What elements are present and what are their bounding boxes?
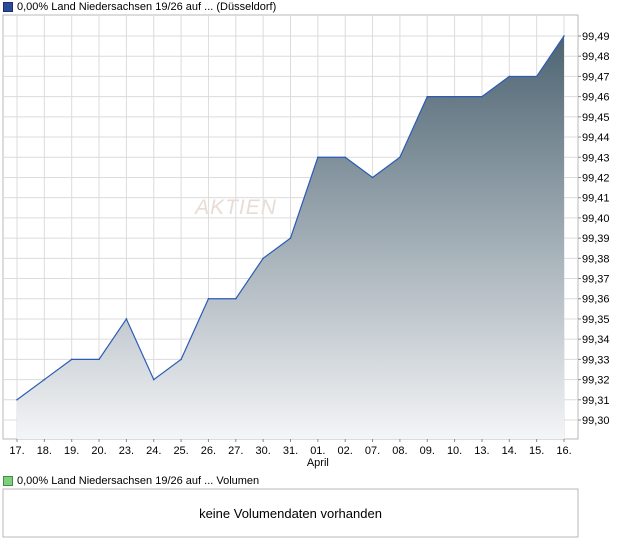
- watermark: AKTIEN: [193, 196, 277, 219]
- price-point: [70, 358, 73, 361]
- volume-series-swatch: [3, 476, 13, 486]
- price-point: [289, 237, 292, 239]
- x-tick-label: 09.: [420, 445, 435, 457]
- y-tick-label: 99,40: [582, 213, 610, 225]
- y-tick-label: 99,38: [582, 253, 610, 265]
- y-tick-label: 99,30: [582, 415, 610, 427]
- y-tick-label: 99,39: [582, 233, 610, 245]
- x-tick-label: 23.: [119, 445, 134, 457]
- y-tick-label: 99,32: [582, 375, 610, 387]
- x-tick-label: 20.: [91, 445, 106, 457]
- price-point: [180, 358, 182, 361]
- x-tick-label: 17.: [9, 445, 24, 457]
- x-tick-label: 18.: [37, 445, 52, 457]
- volume-plot-area: [2, 488, 579, 538]
- price-area: [17, 36, 564, 439]
- y-tick-label: 99,37: [582, 274, 610, 286]
- x-tick-label: 15.: [529, 445, 544, 457]
- x-tick-label: 08.: [392, 445, 407, 457]
- y-tick-label: 99,47: [582, 71, 610, 83]
- y-tick-label: 99,31: [582, 395, 610, 407]
- price-point: [563, 35, 565, 37]
- price-point: [481, 95, 483, 98]
- y-tick-label: 99,36: [582, 294, 610, 306]
- x-tick-label: 14.: [502, 445, 517, 457]
- x-tick-label: 01.: [310, 445, 325, 457]
- y-tick-label: 99,34: [582, 334, 610, 346]
- price-series-swatch: [3, 2, 13, 12]
- y-tick-label: 99,49: [582, 31, 610, 43]
- x-month-label: April: [307, 457, 329, 469]
- price-legend-label: 0,00% Land Niedersachsen 19/26 auf ... (…: [17, 1, 277, 13]
- x-tick-label: 30.: [256, 445, 271, 457]
- price-point: [98, 358, 100, 361]
- x-tick-label: 13.: [474, 445, 489, 457]
- price-point: [125, 318, 128, 320]
- x-tick-label: 25.: [173, 445, 188, 457]
- y-tick-label: 99,35: [582, 314, 610, 326]
- y-axis: 99,30 99,31 99,32 99,33 99,34 99,35 99,36 99,37…: [578, 31, 610, 427]
- price-point: [43, 378, 46, 381]
- x-tick-label: 19.: [64, 445, 79, 457]
- volume-legend: 0,00% Land Niedersachsen 19/26 auf ... V…: [3, 474, 259, 488]
- price-point: [508, 75, 511, 78]
- price-point: [344, 156, 347, 159]
- y-tick-label: 99,42: [582, 172, 610, 184]
- x-tick-label: 24.: [146, 445, 161, 457]
- y-tick-label: 99,48: [582, 51, 610, 63]
- x-axis: 17. 18. 19. 20. 23. 24. 25. 26. 27. 30. 31. 01. 02. 0…: [9, 439, 572, 469]
- price-point: [399, 156, 401, 159]
- x-tick-label: 02.: [338, 445, 353, 457]
- x-tick-label: 27.: [228, 445, 243, 457]
- x-tick-label: 16.: [556, 445, 571, 457]
- y-tick-label: 99,46: [582, 92, 610, 104]
- price-area-fill: [17, 36, 564, 439]
- price-point: [152, 378, 155, 381]
- y-tick-label: 99,43: [582, 152, 610, 164]
- x-tick-label: 31.: [283, 445, 298, 457]
- price-point: [262, 257, 264, 260]
- price-point: [371, 176, 374, 179]
- x-tick-label: 26.: [201, 445, 216, 457]
- no-volume-message: keine Volumendaten vorhanden: [199, 505, 382, 521]
- price-point: [535, 75, 538, 78]
- price-point: [207, 297, 210, 300]
- price-point: [426, 95, 429, 98]
- y-tick-label: 99,33: [582, 354, 610, 366]
- x-tick-label: 10.: [447, 445, 462, 457]
- volume-legend-label: 0,00% Land Niedersachsen 19/26 auf ... V…: [17, 475, 260, 487]
- x-tick-label: 07.: [365, 445, 380, 457]
- price-point: [16, 398, 18, 401]
- y-tick-label: 99,45: [582, 112, 610, 124]
- price-line-group: [16, 35, 565, 401]
- y-tick-label: 99,44: [582, 132, 610, 144]
- price-legend: 0,00% Land Niedersachsen 19/26 auf ... (…: [3, 0, 276, 14]
- price-point: [235, 297, 237, 300]
- y-tick-label: 99,41: [582, 193, 610, 205]
- price-point: [453, 95, 456, 98]
- price-point: [317, 156, 319, 159]
